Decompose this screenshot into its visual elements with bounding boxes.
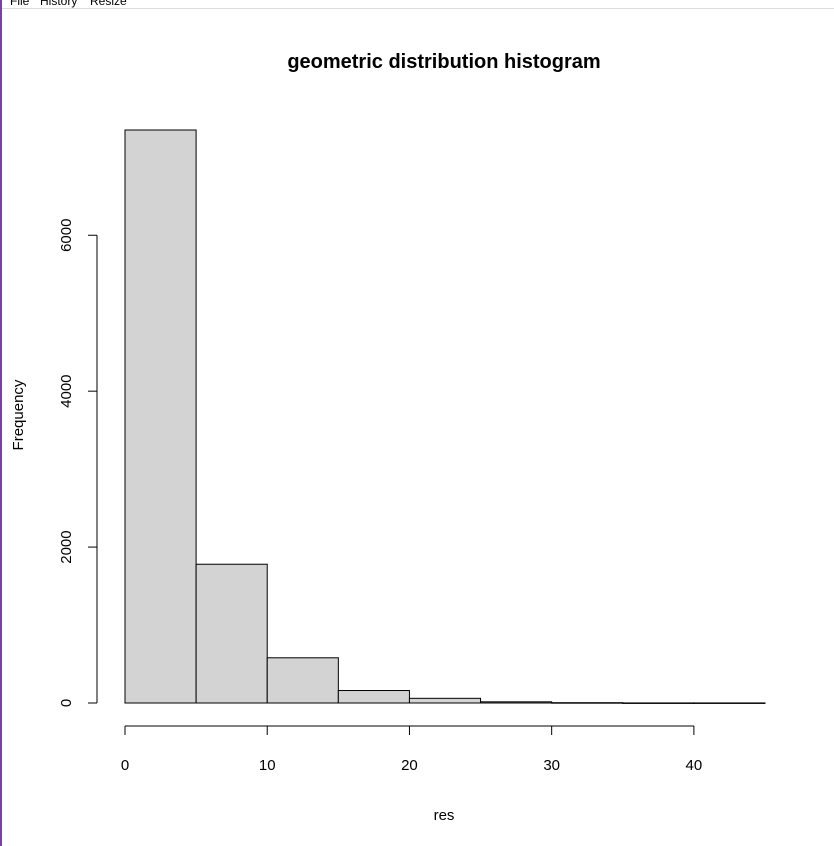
y-axis: 0 2000 4000 6000 — [58, 219, 98, 707]
x-tick-label-40: 40 — [686, 757, 703, 774]
window-border — [0, 0, 2, 846]
x-axis-label: res — [434, 807, 455, 824]
histogram-bar-3 — [337, 690, 410, 704]
histogram-bar-1 — [195, 563, 268, 704]
histogram-bar-6 — [551, 702, 624, 704]
histogram-bar-5 — [480, 701, 553, 704]
y-axis-label: Frequency — [10, 379, 27, 450]
histogram-bar-8 — [693, 702, 766, 704]
histogram-bar-2 — [266, 657, 339, 704]
x-tick-label-30: 30 — [543, 757, 560, 774]
menu-history[interactable]: History — [40, 0, 78, 8]
y-tick-label-2000: 2000 — [58, 530, 75, 563]
y-tick-label-6000: 6000 — [58, 219, 75, 252]
x-tick-label-0: 0 — [121, 757, 129, 774]
x-tick-label-10: 10 — [259, 757, 276, 774]
menubar: File History Resize — [2, 0, 834, 9]
x-axis: 0 10 20 30 40 — [121, 725, 703, 774]
histogram-bar-7 — [622, 702, 695, 704]
histogram-bar-4 — [408, 697, 482, 704]
menu-resize[interactable]: Resize — [90, 0, 127, 8]
menu-file[interactable]: File — [10, 0, 30, 8]
x-tick-label-20: 20 — [401, 757, 418, 774]
y-tick-label-4000: 4000 — [58, 374, 75, 407]
histogram-bar-0 — [124, 129, 197, 704]
chart-title: geometric distribution histogram — [287, 51, 600, 73]
y-tick-label-0: 0 — [58, 699, 75, 707]
histogram-bars — [124, 129, 766, 704]
